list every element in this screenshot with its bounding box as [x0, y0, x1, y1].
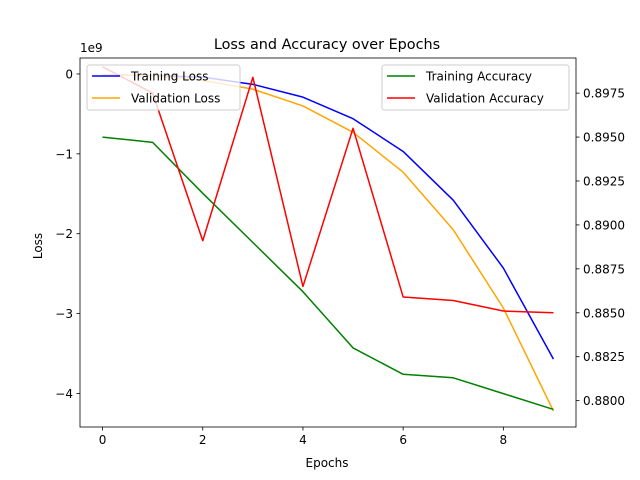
right-tick-label: 0.8950 — [583, 131, 625, 145]
left-tick-label: −1 — [55, 147, 73, 161]
series-line-training-accuracy — [102, 136, 554, 411]
x-axis-title: Epochs — [306, 456, 349, 470]
series-line-validation-accuracy — [102, 66, 554, 314]
series-line-training-loss — [102, 74, 555, 360]
legend-label-validation-loss: Validation Loss — [131, 92, 220, 106]
x-tick-label: 0 — [99, 433, 107, 447]
legend-top-right: Training Accuracy Validation Accuracy — [381, 64, 570, 111]
legend-box — [86, 64, 241, 111]
right-tick-label: 0.8825 — [583, 350, 625, 364]
x-tick-label: 4 — [299, 433, 307, 447]
legend-label-training-accuracy: Training Accuracy — [425, 70, 532, 84]
left-axis-title: Loss — [31, 233, 45, 259]
axes: 0 2 4 6 8 0 −1 −2 −3 −4 0.8800 0.8825 0.8850 0.8875 0.… — [55, 57, 625, 447]
right-tick-label: 0.8800 — [583, 394, 625, 408]
legend-label-validation-accuracy: Validation Accuracy — [426, 92, 544, 106]
legend-top-left: Training Loss Validation Loss — [86, 64, 241, 111]
left-tick-label: −4 — [55, 387, 73, 401]
right-tick-label: 0.8875 — [583, 262, 625, 276]
x-tick-label: 6 — [399, 433, 407, 447]
right-tick-label: 0.8975 — [583, 87, 625, 101]
left-tick-label: 0 — [65, 67, 73, 81]
plot-lines — [102, 66, 555, 412]
series-line-validation-loss — [102, 74, 555, 412]
chart-title: Loss and Accuracy over Epochs — [214, 37, 440, 53]
right-tick-label: 0.8900 — [583, 218, 625, 232]
legends: Training Loss Validation Loss Training Acc… — [86, 64, 570, 111]
right-tick-label: 0.8850 — [583, 306, 625, 320]
legend-label-training-loss: Training Loss — [130, 70, 208, 84]
legend-box — [381, 64, 570, 111]
x-tick-label: 8 — [500, 433, 508, 447]
left-axis-offset-label: 1e9 — [80, 41, 103, 55]
left-tick-label: −2 — [55, 227, 73, 241]
plot-frame — [79, 57, 577, 428]
right-tick-label: 0.8925 — [583, 175, 625, 189]
left-tick-label: −3 — [55, 307, 73, 321]
x-tick-label: 2 — [199, 433, 207, 447]
